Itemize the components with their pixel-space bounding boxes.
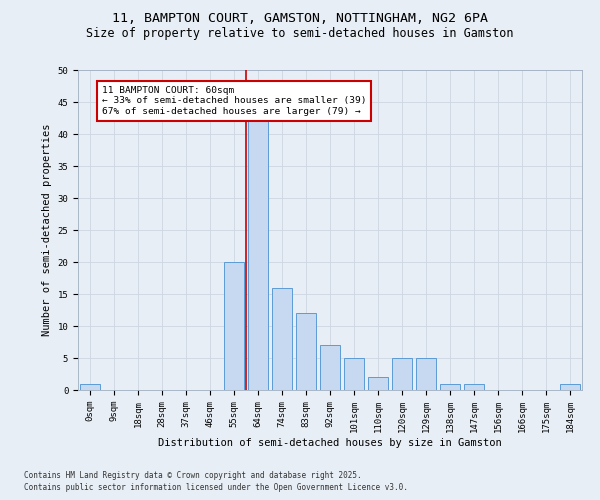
Text: Size of property relative to semi-detached houses in Gamston: Size of property relative to semi-detach…	[86, 28, 514, 40]
Y-axis label: Number of semi-detached properties: Number of semi-detached properties	[42, 124, 52, 336]
Text: Contains public sector information licensed under the Open Government Licence v3: Contains public sector information licen…	[24, 484, 408, 492]
Bar	[320, 345, 340, 390]
Bar	[296, 313, 316, 390]
Bar	[368, 377, 388, 390]
Bar	[560, 384, 580, 390]
Bar	[248, 121, 268, 390]
Bar	[272, 288, 292, 390]
Bar	[344, 358, 364, 390]
Bar	[80, 384, 100, 390]
Text: 11, BAMPTON COURT, GAMSTON, NOTTINGHAM, NG2 6PA: 11, BAMPTON COURT, GAMSTON, NOTTINGHAM, …	[112, 12, 488, 26]
Bar	[392, 358, 412, 390]
Bar	[224, 262, 244, 390]
Text: Contains HM Land Registry data © Crown copyright and database right 2025.: Contains HM Land Registry data © Crown c…	[24, 471, 362, 480]
Bar	[416, 358, 436, 390]
Bar	[464, 384, 484, 390]
X-axis label: Distribution of semi-detached houses by size in Gamston: Distribution of semi-detached houses by …	[158, 438, 502, 448]
Text: 11 BAMPTON COURT: 60sqm
← 33% of semi-detached houses are smaller (39)
67% of se: 11 BAMPTON COURT: 60sqm ← 33% of semi-de…	[102, 86, 367, 116]
Bar	[440, 384, 460, 390]
